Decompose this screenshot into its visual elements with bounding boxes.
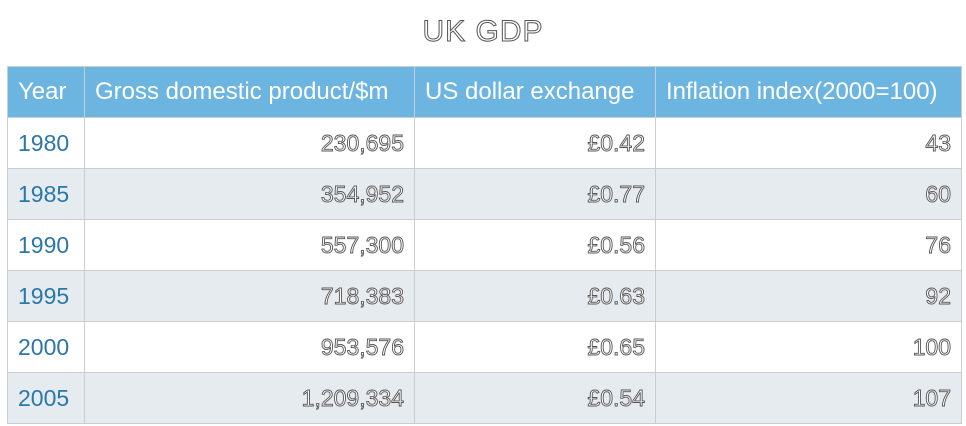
header-row: Year Gross domestic product/$m US dollar…	[7, 66, 962, 118]
table-row: 2000 953,576 £0.65 100	[7, 321, 962, 373]
column-header-exchange: US dollar exchange	[414, 66, 656, 118]
gdp-table: Year Gross domestic product/$m US dollar…	[7, 66, 962, 424]
cell-inflation: 107	[655, 372, 962, 424]
table-title: UK GDP	[422, 15, 544, 49]
table-row: 2005 1,209,334 £0.54 107	[7, 372, 962, 424]
cell-year: 2000	[7, 321, 85, 373]
cell-exchange: £0.42	[414, 117, 656, 169]
cell-year: 2005	[7, 372, 85, 424]
cell-gdp: 557,300	[84, 219, 415, 271]
cell-exchange: £0.77	[414, 168, 656, 220]
cell-gdp: 953,576	[84, 321, 415, 373]
cell-year: 1985	[7, 168, 85, 220]
cell-inflation: 100	[655, 321, 962, 373]
cell-inflation: 43	[655, 117, 962, 169]
table-row: 1980 230,695 £0.42 43	[7, 117, 962, 169]
cell-inflation: 92	[655, 270, 962, 322]
cell-year: 1990	[7, 219, 85, 271]
column-header-year: Year	[7, 66, 85, 118]
cell-exchange: £0.54	[414, 372, 656, 424]
table-row: 1985 354,952 £0.77 60	[7, 168, 962, 220]
cell-inflation: 60	[655, 168, 962, 220]
cell-gdp: 718,383	[84, 270, 415, 322]
cell-inflation: 76	[655, 219, 962, 271]
cell-year: 1995	[7, 270, 85, 322]
cell-exchange: £0.63	[414, 270, 656, 322]
column-header-inflation: Inflation index(2000=100)	[655, 66, 962, 118]
cell-exchange: £0.65	[414, 321, 656, 373]
table-row: 1995 718,383 £0.63 92	[7, 270, 962, 322]
cell-gdp: 230,695	[84, 117, 415, 169]
cell-year: 1980	[7, 117, 85, 169]
column-header-gdp: Gross domestic product/$m	[84, 66, 415, 118]
cell-exchange: £0.56	[414, 219, 656, 271]
table-row: 1990 557,300 £0.56 76	[7, 219, 962, 271]
cell-gdp: 1,209,334	[84, 372, 415, 424]
cell-gdp: 354,952	[84, 168, 415, 220]
